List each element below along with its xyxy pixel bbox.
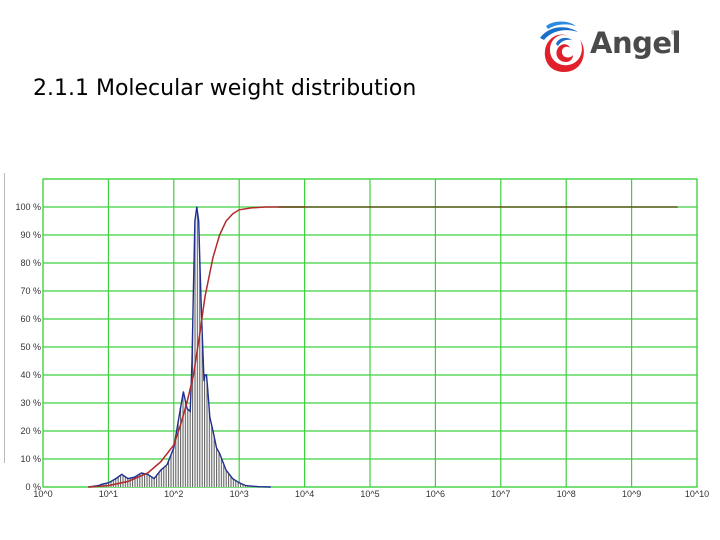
x-tick-label: 10^5 [360,489,379,499]
distribution-point [200,304,202,306]
cumulative-point [199,332,201,334]
y-tick-label: 100 % [15,202,41,212]
cumulative-point [251,207,253,209]
distribution-point [207,388,209,390]
distribution-point [182,391,184,393]
y-tick-label: 70 % [20,286,41,296]
cumulative-point [434,206,436,208]
distribution-point [191,360,193,362]
distribution-point [189,410,191,412]
distribution-point [140,472,143,474]
registered-mark: ® [671,31,676,37]
cumulative-point [88,486,90,488]
cumulative-point [127,480,129,482]
distribution-point [201,340,204,342]
cumulative-point [565,206,567,208]
left-divider [4,173,5,463]
slide-title: 2.1.1 Molecular weight distribution [33,76,417,101]
distribution-point [258,486,260,488]
logo-wordmark: Angel [590,26,681,60]
distribution-point [205,374,208,376]
y-tick-label: 0 % [25,482,41,492]
cumulative-point [238,209,240,211]
x-tick-label: 10^7 [491,489,510,499]
cumulative-point [192,374,195,376]
cumulative-point [204,296,206,298]
cumulative-point [500,206,502,208]
cumulative-point [369,206,371,208]
distribution-point [107,482,109,484]
y-tick-label: 20 % [20,426,41,436]
distribution-point [209,416,211,418]
angel-logo: Angel ® [536,18,686,78]
cumulative-point [160,461,162,463]
cumulative-point [277,206,280,208]
y-tick-label: 40 % [20,370,41,380]
distribution-point [115,478,117,480]
distribution-point [199,262,201,264]
cumulative-point [212,256,214,258]
cumulative-point [107,485,109,487]
distribution-point [203,380,205,382]
distribution-point [194,220,196,222]
distribution-point [212,430,214,432]
distribution-point [166,464,168,466]
distribution-point [153,478,155,480]
x-tick-label: 10^0 [33,489,52,499]
distribution-point [121,473,123,475]
y-tick-label: 50 % [20,342,41,352]
distribution-point [179,408,181,410]
cumulative-point [304,206,306,208]
distribution-area [88,207,271,487]
x-tick-label: 10^3 [230,489,249,499]
distribution-point [196,206,198,208]
distribution-point [269,486,272,488]
x-tick-label: 10^2 [164,489,183,499]
distribution-point [204,374,206,376]
distribution-point [186,408,188,410]
distribution-point [232,478,234,480]
x-tick-label: 10^4 [295,489,314,499]
cumulative-point [264,206,266,208]
cumulative-point [631,206,633,208]
distribution-point [173,447,175,449]
x-tick-label: 10^9 [622,489,641,499]
x-tick-label: 10^10 [685,489,709,499]
distribution-point [127,478,129,480]
distribution-point [215,447,218,449]
y-tick-label: 10 % [20,454,41,464]
cumulative-point [218,234,221,236]
distribution-point [251,485,253,487]
cumulative-point [225,220,227,222]
y-tick-label: 90 % [20,230,41,240]
distribution-point [97,485,99,487]
distribution-point [198,220,200,222]
y-tick-label: 30 % [20,398,41,408]
cumulative-point [232,213,234,215]
y-tick-label: 80 % [20,258,41,268]
distribution-point [192,284,195,286]
distribution-point [245,485,247,487]
distribution-point [147,473,149,475]
cumulative-point [676,206,678,208]
cumulative-point [186,402,188,404]
y-tick-label: 60 % [20,314,41,324]
x-tick-label: 10^8 [557,489,576,499]
cumulative-point [173,444,175,446]
angel-swirl-icon [540,21,584,72]
x-tick-label: 10^1 [99,489,118,499]
distribution-point [160,469,162,471]
cumulative-point [147,472,149,474]
distribution-point [133,476,136,478]
cumulative-point [284,206,286,208]
distribution-point [225,469,227,471]
x-tick-label: 10^6 [426,489,445,499]
distribution-point [218,452,221,454]
cumulative-point [179,424,181,426]
distribution-point [101,483,103,485]
distribution-point [238,482,240,484]
